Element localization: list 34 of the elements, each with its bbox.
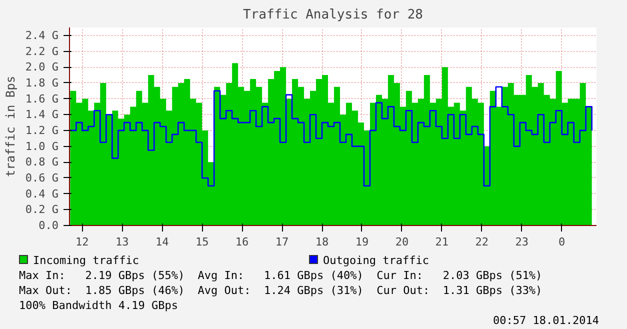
x-tick-label: 17 [275, 236, 289, 248]
text: 00:57 18.01.2014 [492, 313, 599, 328]
text: 100% Bandwidth 4.19 GBps [19, 298, 179, 313]
x-tick-label: 18 [315, 236, 329, 248]
y-tick-label: 2.0 G [25, 60, 59, 74]
y-tick-label: 1.6 G [25, 92, 59, 106]
y-tick-label: 0.8 G [25, 156, 59, 169]
x-tick-label: 15 [195, 236, 209, 248]
text: Max Out: 1.85 GBps (46%) Avg Out: 1.24 GBps (31%) Cur Out: 1.31 GBps (33%) [19, 283, 544, 298]
x-tick-label: 20 [395, 236, 409, 248]
x-tick-label: 0 [558, 236, 566, 248]
text: Incoming traffic [32, 253, 140, 268]
y-tick-label: 2.4 G [25, 28, 59, 42]
y-tick-label: 0.0 [38, 219, 59, 232]
y-tick-label: 1.2 G [25, 124, 59, 137]
y-tick-label: 2.2 G [25, 44, 59, 58]
x-tick-label: 14 [155, 236, 170, 248]
y-tick-label: 1.4 G [25, 108, 59, 122]
x-tick-label: 19 [355, 236, 369, 248]
text: Max In: 2.19 GBps (55%) Avg In: 1.61 GBps (40%) Cur In: 2.03 GBps (51%) [19, 268, 544, 283]
y-tick-label: 0.2 G [25, 203, 59, 216]
x-tick-label: 12 [76, 236, 89, 248]
y-tick-label: 1.0 G [25, 140, 59, 153]
y-tick-label: 1.8 G [25, 76, 59, 90]
x-tick-label: 23 [515, 236, 529, 248]
x-tick-label: 22 [475, 236, 489, 248]
y-axis-title: traffic in Bps [3, 76, 18, 178]
y-tick-label: 0.4 G [25, 187, 59, 200]
y-tick-label: 0.6 G [25, 171, 59, 184]
x-tick-label: 21 [435, 236, 449, 248]
legend-label: Outgoing traffic [322, 253, 430, 268]
x-tick-label: 13 [116, 236, 129, 248]
chart-title: Traffic Analysis for 28 [242, 8, 424, 22]
x-tick-label: 16 [235, 236, 249, 248]
